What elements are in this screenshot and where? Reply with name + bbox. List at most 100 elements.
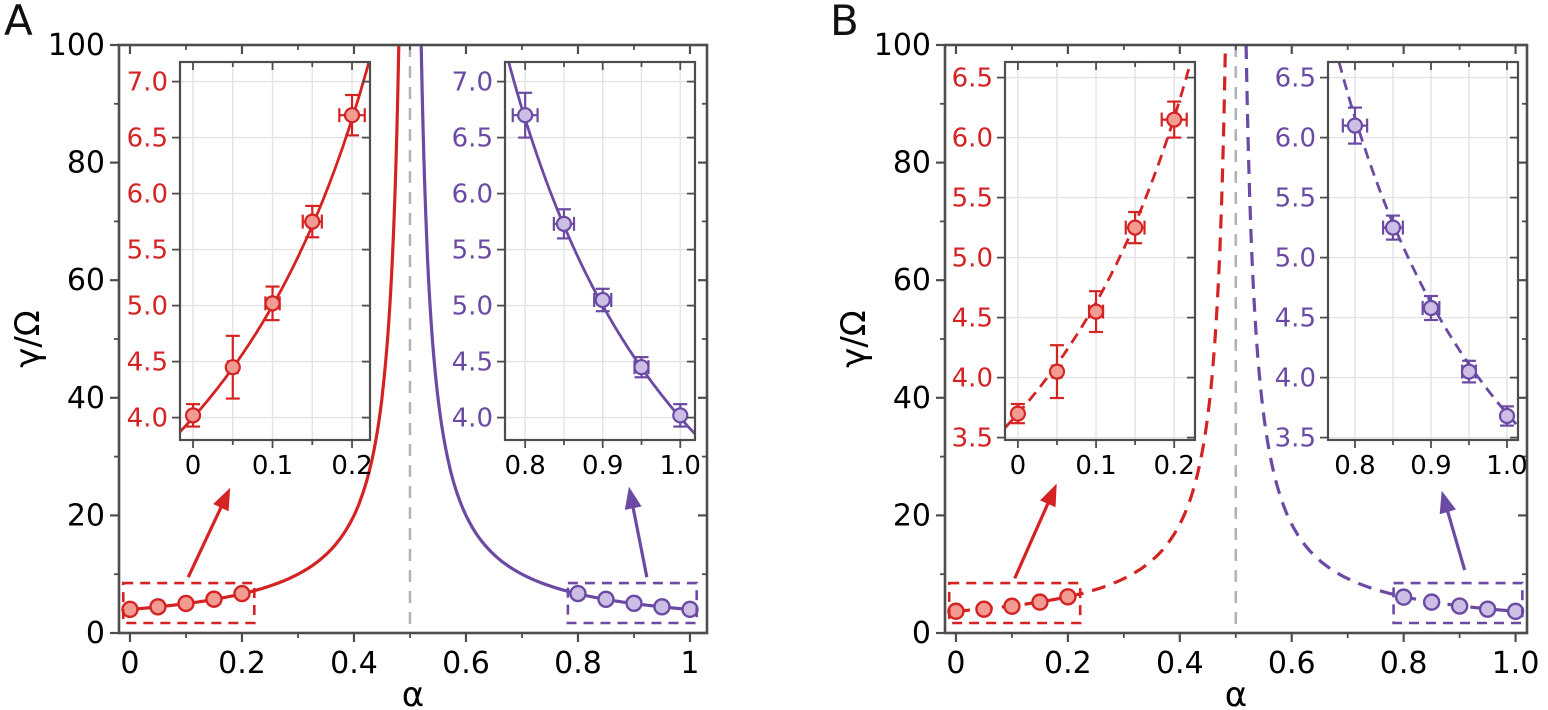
y-tick-label: 100: [48, 28, 105, 63]
inset-y-tick-label: 6.5: [452, 124, 493, 154]
data-point: [184, 407, 202, 424]
inset-x-tick-label: 0.8: [1334, 451, 1375, 481]
data-point: [517, 107, 534, 124]
inset-x-tick-label: 0.1: [252, 451, 293, 481]
data-point: [233, 584, 251, 603]
inset-y-tick-label: 5.5: [452, 236, 493, 266]
data-point: [1009, 405, 1026, 422]
inset-y-tick-label: 7.0: [127, 68, 168, 98]
data-point: [594, 291, 611, 309]
inset-y-tick-label: 4.0: [1275, 364, 1316, 394]
inset-x-tick-label: 0.2: [331, 451, 372, 481]
data-point: [681, 600, 699, 619]
y-tick-label: 40: [893, 381, 931, 416]
panel-label-b: B: [830, 0, 859, 45]
inset-spines: [178, 60, 372, 442]
inset-y-tick-label: 4.5: [1275, 304, 1316, 334]
data-point: [1478, 600, 1497, 618]
data-point: [625, 594, 643, 613]
plot-panel-b: 0 0.2 0.4 0.6 0.8 1.0 0 20 40 60 80 100 α γ/Ω 0 0.1 0.2 3…: [834, 28, 1540, 710]
y-tick-label: 80: [893, 146, 931, 181]
data-point: [1384, 219, 1402, 236]
inset-y-tick-label: 4.5: [952, 304, 993, 334]
x-tick-label: 1: [680, 646, 699, 681]
data-point: [1127, 219, 1144, 236]
arrow-head: [1439, 490, 1456, 515]
y-tick-label: 0: [912, 616, 931, 651]
data-point: [1422, 299, 1440, 317]
y-tick-label: 60: [67, 263, 105, 298]
y-tick-label: 80: [67, 146, 105, 181]
y-tick-label: 100: [874, 28, 931, 63]
inset-background: [505, 62, 695, 440]
inset-y-tick-label: 5.0: [452, 292, 493, 322]
data-point: [653, 598, 671, 616]
data-point: [1166, 111, 1183, 128]
main-series-data-low-alpha: [947, 588, 1077, 620]
x-tick-label: 0.8: [1380, 646, 1428, 681]
inset-y-tick-label: 5.0: [1275, 244, 1316, 274]
y-tick-label: 60: [893, 263, 931, 298]
x-tick-label: 0.6: [1268, 646, 1316, 681]
x-tick-label: 0.8: [554, 646, 602, 681]
data-point: [149, 598, 167, 616]
inset-right: 0.8 0.9 1.0 4.0 4.5 5.0 5.5 6.0 6.5 7.0: [452, 60, 701, 481]
main-series-data-high-alpha: [569, 584, 699, 619]
data-point: [1087, 303, 1105, 320]
inset-y-tick-label: 3.5: [1275, 424, 1316, 454]
inset-y-tick-label: 6.5: [1275, 64, 1316, 94]
curve-low-alpha: [129, 44, 401, 612]
inset-y-tick-label: 4.0: [952, 364, 993, 394]
inset-series-data-low-alpha: [184, 93, 366, 428]
inset-y-tick-label: 5.0: [127, 292, 168, 322]
inset-y-tick-label: 5.5: [952, 184, 993, 214]
curve-high-alpha: [1244, 44, 1516, 613]
y-axis-label: γ/Ω: [834, 310, 874, 368]
inset-series-data-high-alpha: [511, 91, 689, 428]
data-point: [1460, 363, 1478, 380]
inset-x-tick-label: 0.9: [582, 451, 623, 481]
data-point: [304, 213, 321, 230]
inset-y-tick-label: 6.0: [1275, 124, 1316, 154]
inset-y-tick-label: 6.5: [127, 124, 168, 154]
inset-y-tick-label: 5.5: [1275, 184, 1316, 214]
inset-y-tick-label: 6.0: [127, 180, 168, 210]
inset-y-tick-label: 6.0: [452, 180, 493, 210]
inset-background: [180, 62, 370, 440]
x-tick-label: 1.0: [1492, 646, 1540, 681]
x-axis-label: α: [402, 675, 424, 710]
inset-spines: [1003, 60, 1197, 442]
data-point: [1450, 597, 1469, 615]
inset-left: 0 0.1 0.2 4.0 4.5 5.0 5.5 6.0 6.5 7.0: [127, 60, 373, 481]
inset-x-tick-label: 1.0: [1486, 451, 1527, 481]
data-point: [633, 359, 650, 376]
inset-y-tick-label: 5.0: [952, 244, 993, 274]
inset-spines: [503, 60, 697, 442]
data-point: [1048, 363, 1066, 380]
inset-left: 0 0.1 0.2 3.5 4.0 4.5 5.0 5.5 6.0 6.5: [952, 60, 1197, 481]
inset-y-tick-label: 7.0: [452, 68, 493, 98]
data-point: [121, 600, 139, 619]
main-axes: 0 0.2 0.4 0.6 0.8 1 0 20 40 60 80 100 α γ/Ω: [8, 28, 709, 710]
curve-high-alpha: [419, 44, 691, 612]
inset-x-tick-label: 0: [185, 451, 202, 481]
inset-x-tick-label: 0: [1010, 451, 1027, 481]
panel-a: 0 0.2 0.4 0.6 0.8 1 0 20 40 60 80 100 α γ/Ω 0 0.1 0.2 4.0…: [8, 28, 709, 710]
main-series-data-high-alpha: [1394, 588, 1525, 621]
data-point: [1498, 407, 1516, 425]
inset-y-tick-label: 4.0: [127, 404, 168, 434]
y-tick-label: 40: [67, 381, 105, 416]
inset-x-tick-label: 0.8: [504, 451, 545, 481]
data-point: [177, 594, 195, 613]
data-point: [1506, 602, 1525, 621]
inset-y-tick-label: 4.5: [127, 348, 168, 378]
data-point: [597, 590, 615, 609]
data-point: [975, 600, 993, 618]
data-point: [343, 107, 361, 124]
x-axis-label: α: [1225, 675, 1247, 710]
data-point: [1422, 593, 1441, 611]
data-point: [1346, 117, 1364, 134]
inset-y-tick-label: 4.5: [452, 348, 493, 378]
inset-right: 0.8 0.9 1.0 3.5 4.0 4.5 5.0 5.5 6.0 6.5: [1275, 60, 1528, 481]
